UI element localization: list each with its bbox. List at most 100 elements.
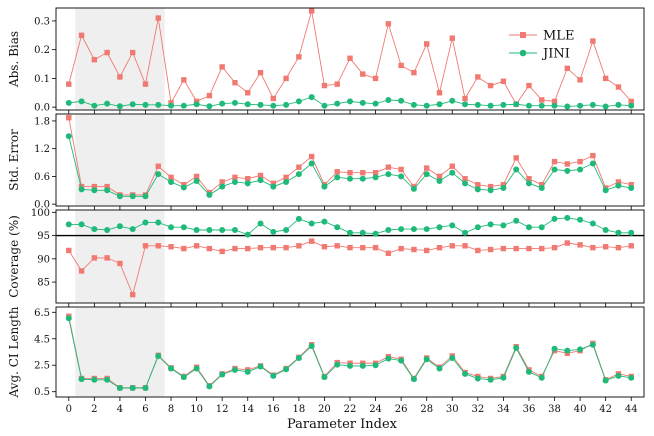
data-point: [539, 97, 545, 103]
data-point: [372, 174, 379, 181]
data-point: [270, 180, 277, 187]
data-point: [615, 182, 622, 189]
data-point: [270, 228, 277, 235]
y-tick-label: 0.1: [34, 74, 50, 85]
data-point: [244, 101, 251, 108]
data-point: [589, 341, 596, 348]
data-point: [155, 15, 161, 21]
data-point: [577, 166, 584, 173]
x-tick-label: 28: [420, 404, 433, 415]
y-axis-label: Coverage (%): [7, 215, 21, 298]
data-point: [474, 186, 481, 193]
data-point: [180, 102, 187, 109]
data-point: [602, 377, 609, 384]
x-tick-label: 10: [190, 404, 203, 415]
data-point: [615, 229, 622, 236]
data-point: [423, 247, 430, 254]
legend-marker: [520, 32, 526, 38]
data-point: [219, 248, 225, 255]
data-point: [168, 178, 175, 185]
data-point: [602, 75, 609, 82]
data-point: [462, 95, 468, 102]
data-point: [129, 49, 136, 56]
data-point: [295, 98, 302, 105]
data-point: [334, 243, 340, 249]
data-point: [347, 170, 353, 176]
x-tick-label: 0: [66, 404, 72, 415]
data-point: [245, 245, 251, 252]
data-point: [295, 354, 302, 361]
legend: MLE JINI: [509, 29, 574, 62]
x-tick-label: 8: [168, 404, 174, 415]
data-point: [155, 243, 161, 249]
plot-frame: [55, 209, 645, 304]
data-point: [65, 221, 72, 228]
data-point: [449, 169, 456, 176]
data-point: [487, 102, 494, 109]
data-point: [372, 230, 379, 237]
data-point: [423, 165, 430, 171]
data-point: [104, 183, 110, 190]
data-point: [257, 177, 264, 184]
data-point: [398, 97, 405, 104]
data-point: [525, 102, 532, 109]
data-point: [602, 187, 609, 194]
data-point: [564, 65, 571, 72]
data-point: [193, 243, 200, 249]
data-point: [500, 101, 507, 108]
x-tick-label: 20: [318, 404, 331, 415]
data-point: [104, 226, 111, 233]
data-point: [513, 166, 520, 173]
y-tick-label: 100: [31, 208, 50, 219]
data-point: [372, 100, 379, 107]
series-jini: [65, 133, 635, 200]
data-point: [295, 171, 302, 178]
data-point: [628, 229, 635, 236]
data-point: [321, 183, 328, 190]
shaded-region: [75, 307, 165, 397]
data-point: [602, 226, 609, 233]
data-point: [91, 226, 98, 233]
data-point: [577, 242, 583, 248]
data-point: [142, 101, 149, 108]
x-tick-label: 2: [91, 404, 97, 415]
data-point: [615, 101, 622, 108]
data-point: [321, 244, 328, 250]
data-point: [577, 102, 584, 109]
data-point: [538, 224, 545, 231]
x-tick-label: 14: [241, 404, 254, 415]
data-point: [615, 372, 622, 379]
data-point: [347, 362, 353, 369]
data-point: [410, 226, 417, 233]
data-point: [104, 100, 111, 107]
data-point: [245, 90, 251, 96]
data-point: [206, 245, 213, 252]
data-point: [589, 160, 596, 167]
data-point: [78, 221, 85, 228]
data-point: [462, 180, 469, 187]
data-point: [334, 100, 341, 107]
y-axis-label: Avg. CI Length: [7, 306, 21, 398]
legend-label: MLE: [543, 29, 574, 44]
data-point: [564, 214, 571, 221]
data-point: [513, 217, 520, 224]
data-point: [372, 362, 379, 369]
x-tick-label: 30: [446, 404, 459, 415]
y-tick-label: 1.2: [34, 144, 50, 155]
data-point: [142, 81, 149, 87]
data-point: [423, 102, 430, 109]
data-point: [142, 193, 149, 200]
data-point: [436, 90, 443, 96]
data-point: [347, 244, 353, 251]
data-point: [219, 183, 226, 190]
series-mle: [66, 238, 634, 298]
data-point: [462, 176, 468, 182]
data-point: [65, 315, 72, 322]
x-tick-label: 24: [369, 404, 382, 415]
data-point: [526, 176, 532, 182]
plot-frame: [55, 113, 645, 207]
data-point: [526, 82, 532, 89]
data-point: [231, 99, 238, 106]
data-point: [219, 371, 226, 378]
